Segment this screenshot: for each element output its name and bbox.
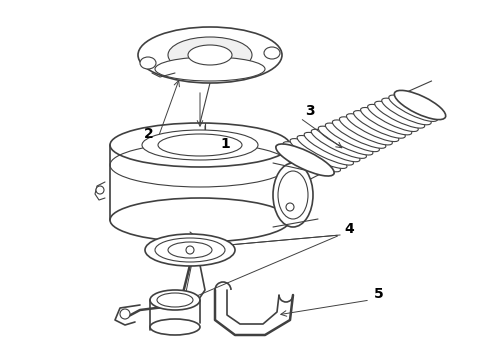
- Ellipse shape: [140, 57, 156, 69]
- Ellipse shape: [382, 98, 431, 125]
- Ellipse shape: [283, 142, 341, 172]
- Ellipse shape: [276, 145, 334, 175]
- Ellipse shape: [354, 111, 405, 138]
- Ellipse shape: [346, 114, 399, 141]
- Text: 2: 2: [144, 127, 154, 141]
- Ellipse shape: [273, 163, 313, 227]
- Ellipse shape: [150, 319, 200, 335]
- Text: 3: 3: [305, 104, 315, 118]
- Ellipse shape: [155, 57, 265, 81]
- Ellipse shape: [145, 234, 235, 266]
- Ellipse shape: [168, 242, 212, 258]
- Ellipse shape: [142, 130, 258, 160]
- Ellipse shape: [325, 123, 379, 152]
- Ellipse shape: [396, 92, 444, 118]
- Ellipse shape: [278, 171, 308, 219]
- Ellipse shape: [304, 132, 360, 162]
- Text: 5: 5: [374, 287, 384, 301]
- Ellipse shape: [110, 198, 290, 242]
- Ellipse shape: [110, 123, 290, 167]
- Text: 1: 1: [220, 137, 230, 151]
- Circle shape: [96, 186, 104, 194]
- Ellipse shape: [368, 104, 418, 131]
- Ellipse shape: [361, 108, 412, 135]
- Circle shape: [186, 246, 194, 254]
- Ellipse shape: [290, 139, 347, 168]
- Text: 4: 4: [344, 222, 354, 236]
- Ellipse shape: [276, 144, 334, 176]
- Ellipse shape: [158, 134, 242, 156]
- Ellipse shape: [297, 135, 353, 165]
- Ellipse shape: [188, 45, 232, 65]
- Ellipse shape: [155, 238, 225, 262]
- Ellipse shape: [138, 27, 282, 83]
- Circle shape: [286, 203, 294, 211]
- Ellipse shape: [340, 117, 392, 145]
- Ellipse shape: [375, 101, 425, 128]
- Ellipse shape: [168, 37, 252, 73]
- Circle shape: [120, 309, 130, 319]
- Ellipse shape: [394, 90, 446, 120]
- Ellipse shape: [264, 47, 280, 59]
- Ellipse shape: [157, 293, 193, 307]
- Ellipse shape: [150, 290, 200, 310]
- Ellipse shape: [318, 126, 373, 155]
- Ellipse shape: [389, 95, 438, 121]
- Ellipse shape: [332, 120, 386, 148]
- Ellipse shape: [311, 129, 367, 158]
